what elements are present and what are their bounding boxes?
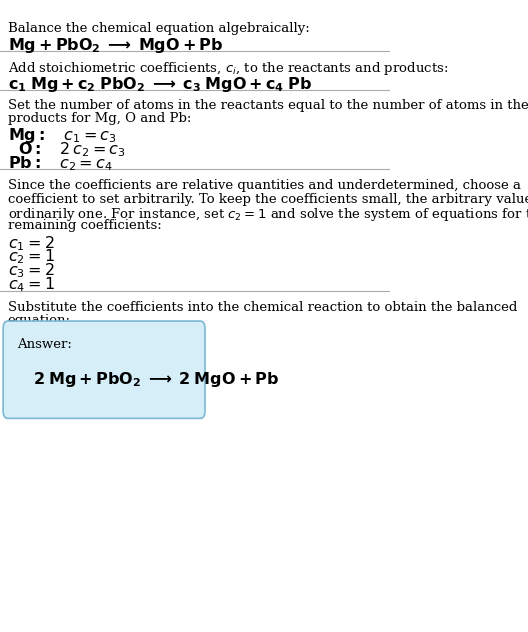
- Text: $c_2 = 1$: $c_2 = 1$: [8, 248, 54, 267]
- Text: $\mathbf{Mg:}\quad c_1 = c_3$: $\mathbf{Mg:}\quad c_1 = c_3$: [8, 126, 116, 145]
- Text: $\mathbf{c_1\; Mg + c_2\; PbO_2 \;\longrightarrow\; c_3\; MgO + c_4\; Pb}$: $\mathbf{c_1\; Mg + c_2\; PbO_2 \;\longr…: [8, 75, 312, 94]
- Text: equation:: equation:: [8, 314, 71, 327]
- Text: products for Mg, O and Pb:: products for Mg, O and Pb:: [8, 112, 191, 126]
- Text: $c_1 = 2$: $c_1 = 2$: [8, 234, 54, 253]
- Text: $c_4 = 1$: $c_4 = 1$: [8, 276, 54, 295]
- Text: $\mathbf{2\; Mg + PbO_2 \;\longrightarrow\; 2\; MgO + Pb}$: $\mathbf{2\; Mg + PbO_2 \;\longrightarro…: [33, 370, 279, 389]
- Text: remaining coefficients:: remaining coefficients:: [8, 219, 162, 233]
- Text: $c_3 = 2$: $c_3 = 2$: [8, 262, 54, 281]
- Text: Set the number of atoms in the reactants equal to the number of atoms in the: Set the number of atoms in the reactants…: [8, 99, 528, 112]
- Text: coefficient to set arbitrarily. To keep the coefficients small, the arbitrary va: coefficient to set arbitrarily. To keep …: [8, 193, 528, 206]
- FancyBboxPatch shape: [3, 321, 205, 418]
- Text: Answer:: Answer:: [17, 338, 72, 351]
- Text: $\mathbf{Mg + PbO_2 \;\longrightarrow\; MgO + Pb}$: $\mathbf{Mg + PbO_2 \;\longrightarrow\; …: [8, 36, 223, 55]
- Text: Add stoichiometric coefficients, $c_i$, to the reactants and products:: Add stoichiometric coefficients, $c_i$, …: [8, 60, 448, 77]
- Text: Substitute the coefficients into the chemical reaction to obtain the balanced: Substitute the coefficients into the che…: [8, 301, 517, 314]
- Text: ordinarily one. For instance, set $c_2 = 1$ and solve the system of equations fo: ordinarily one. For instance, set $c_2 =…: [8, 206, 528, 223]
- Text: $\mathbf{Pb:}\quad c_2 = c_4$: $\mathbf{Pb:}\quad c_2 = c_4$: [8, 154, 112, 173]
- Text: Balance the chemical equation algebraically:: Balance the chemical equation algebraica…: [8, 22, 309, 35]
- Text: $\mathbf{O:}\quad 2\, c_2 = c_3$: $\mathbf{O:}\quad 2\, c_2 = c_3$: [18, 140, 126, 159]
- Text: Since the coefficients are relative quantities and underdetermined, choose a: Since the coefficients are relative quan…: [8, 179, 521, 193]
